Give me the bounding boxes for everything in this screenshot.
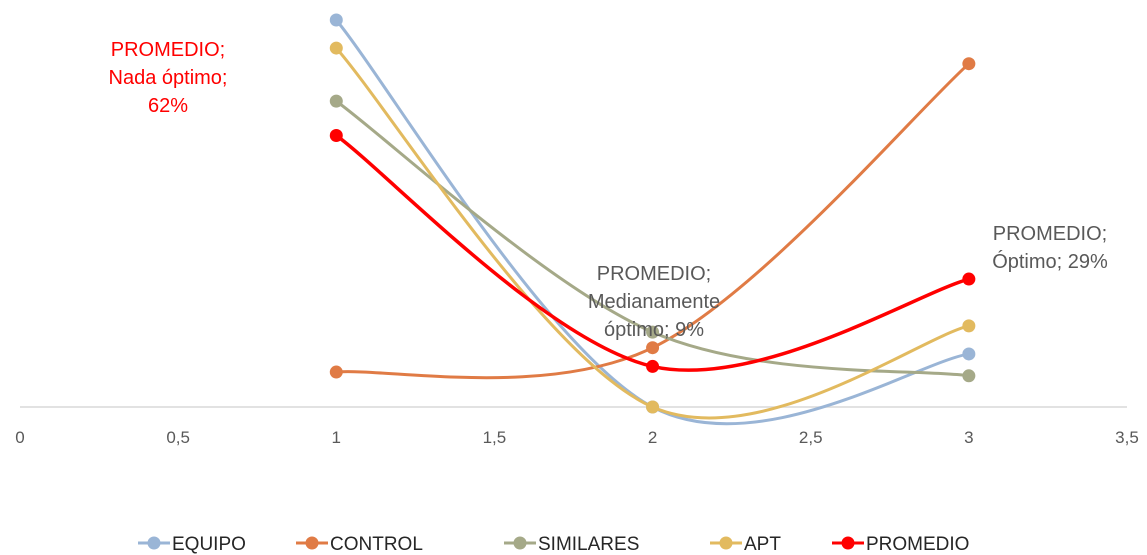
x-tick-label: 1,5 [483,428,507,447]
data-label-line: 62% [148,95,188,117]
data-label: PROMEDIO; Nada óptimo; 62% [109,39,228,117]
series-line-apt [334,46,971,420]
data-label-line: Medianamente [588,291,720,313]
data-point-promedio [962,272,976,286]
legend-swatch-marker [841,536,855,550]
data-point-promedio [646,359,660,373]
legend-item-equipo: EQUIPO [138,534,246,555]
legend-swatch-marker [513,536,527,550]
data-point-equipo [329,13,343,27]
x-axis-ticks: 0 0,5 1 1,5 2 2,5 3 3,5 [15,428,1139,447]
x-tick-label: 0,5 [166,428,190,447]
data-point-similares [646,325,660,339]
legend-item-apt: APT [710,534,781,555]
data-point-promedio [329,128,343,142]
legend-label: EQUIPO [172,534,246,555]
x-tick-label: 2 [648,428,657,447]
legend-item-control: CONTROL [296,534,423,555]
data-label-line: Óptimo; 29% [992,250,1108,273]
legend: EQUIPO CONTROL SIMILARES APT PROMEDIO [138,534,969,555]
data-point-apt [646,400,660,414]
data-point-similares [329,94,343,108]
x-tick-label: 1 [332,428,341,447]
series-group [329,13,976,426]
data-label-line: Nada óptimo; [109,67,228,89]
x-tick-label: 2,5 [799,428,823,447]
x-tick-label: 3,5 [1115,428,1139,447]
data-label-line: PROMEDIO; [993,223,1107,245]
legend-swatch-marker [719,536,733,550]
data-label-line: PROMEDIO; [597,263,711,285]
data-point-similares [962,369,976,383]
data-point-control [329,365,343,379]
legend-label: CONTROL [330,534,423,555]
legend-item-similares: SIMILARES [504,534,639,555]
x-tick-label: 0 [15,428,24,447]
data-point-control [962,57,976,71]
data-label: PROMEDIO; Medianamente óptimo; 9% [588,263,720,341]
data-label-line: óptimo; 9% [604,319,704,341]
data-label: PROMEDIO; Óptimo; 29% [992,223,1108,273]
data-point-equipo [962,347,976,361]
legend-item-promedio: PROMEDIO [832,534,969,555]
data-point-control [646,341,660,355]
annotations-group: PROMEDIO; Nada óptimo; 62% PROMEDIO; Mediana… [109,39,1109,341]
legend-label: PROMEDIO [866,534,969,555]
data-point-apt [329,41,343,55]
data-label-line: PROMEDIO; [111,39,225,61]
legend-swatch-marker [147,536,161,550]
x-tick-label: 3 [964,428,973,447]
data-point-apt [962,319,976,333]
legend-label: APT [744,534,781,555]
legend-label: SIMILARES [538,534,639,555]
legend-swatch-marker [305,536,319,550]
